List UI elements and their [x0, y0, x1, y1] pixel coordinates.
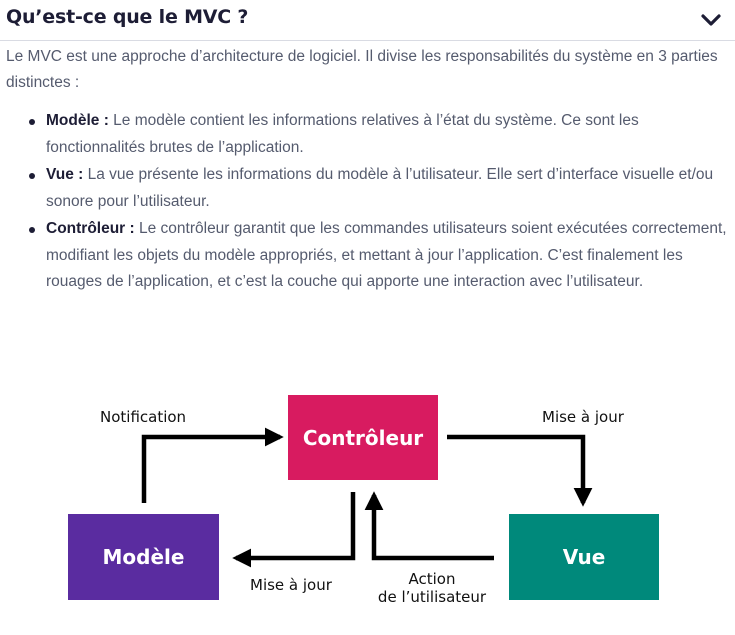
node-modele-label: Modèle [102, 545, 185, 569]
arrow-update-vue [447, 434, 593, 507]
label-notification: Notification [100, 408, 187, 426]
list-item-modele: Modèle : Le modèle contient les informat… [29, 108, 735, 161]
mvc-definition-list: Modèle : Le modèle contient les informat… [6, 108, 735, 297]
section-header[interactable]: Qu’est-ce que le MVC ? [0, 0, 735, 41]
arrow-update-modele [232, 492, 356, 568]
term-controleur: Contrôleur : [46, 220, 135, 237]
chevron-down-icon[interactable] [699, 8, 723, 32]
definition-vue: La vue présente les informations du modè… [46, 166, 714, 210]
label-action-line2: de l’utilisateur [377, 588, 487, 606]
node-vue: Vue [509, 514, 659, 600]
definition-modele: Le modèle contient les informations rela… [46, 112, 639, 156]
label-action-line1: Action [408, 570, 456, 588]
label-mise-a-jour-modele: Mise à jour [250, 576, 332, 594]
list-item-controleur: Contrôleur : Le contrôleur garantit que … [29, 216, 735, 296]
diagram-arrows [141, 427, 593, 568]
section-title: Qu’est-ce que le MVC ? [6, 6, 249, 28]
node-controleur-label: Contrôleur [302, 425, 424, 450]
node-vue-label: Vue [562, 545, 606, 569]
node-controleur: Contrôleur [288, 395, 438, 480]
definition-controleur: Le contrôleur garantit que les commandes… [46, 220, 727, 290]
intro-paragraph: Le MVC est une approche d’architecture d… [6, 48, 718, 91]
mvc-diagram: Contrôleur Modèle Vue Notification Mise … [0, 360, 735, 630]
label-action-utilisateur: Action de l’utilisateur [372, 570, 492, 606]
arrow-notification [141, 427, 284, 503]
term-vue: Vue : [46, 166, 84, 183]
arrow-user-action [364, 491, 494, 561]
node-modele: Modèle [68, 514, 219, 600]
list-item-vue: Vue : La vue présente les informations d… [29, 162, 735, 215]
label-mise-a-jour-vue: Mise à jour [542, 408, 624, 426]
term-modele: Modèle : [46, 112, 109, 129]
